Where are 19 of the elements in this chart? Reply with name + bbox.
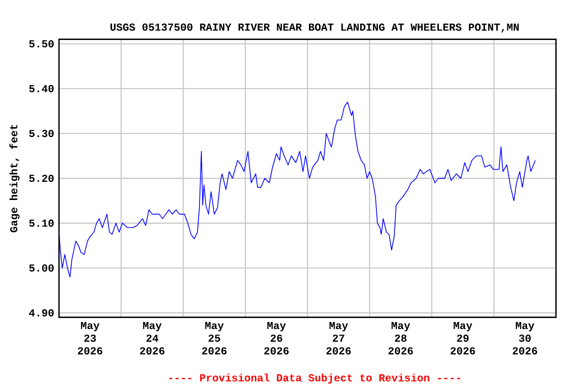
y-tick-label: 4.90 xyxy=(29,309,54,316)
y-tick-label: 5.10 xyxy=(29,220,54,227)
chart-title: USGS 05137500 RAINY RIVER NEAR BOAT LANDING AT WHEELERS POINT,MN xyxy=(110,24,519,33)
x-tick-label: May 27 2026 xyxy=(326,322,351,354)
x-tick-label: May 26 2026 xyxy=(264,322,289,354)
y-tick-label: 5.30 xyxy=(29,130,54,138)
y-axis-title: Gage height, feet xyxy=(9,124,20,232)
x-tick-label: May 30 2026 xyxy=(512,322,538,354)
y-tick-label: 5.50 xyxy=(29,40,54,48)
y-tick-label: 5.40 xyxy=(29,85,54,92)
line-series xyxy=(59,102,536,278)
x-tick-label: May 25 2026 xyxy=(202,322,227,354)
x-tick-label: May 29 2026 xyxy=(450,322,476,354)
y-tick-label: 5.20 xyxy=(29,174,54,182)
x-tick-label: May 28 2026 xyxy=(388,322,413,354)
text: ---- Provisional Data Subject to Revision ---- xyxy=(169,374,460,384)
x-tick-label: May 24 2026 xyxy=(140,322,164,354)
y-tick-label: 5.00 xyxy=(29,264,54,272)
x-tick-label: May 23 2026 xyxy=(78,322,102,354)
